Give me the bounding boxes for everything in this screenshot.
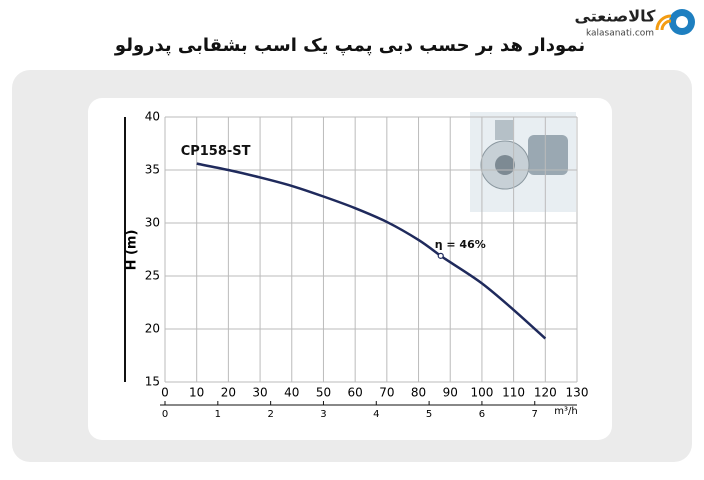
x-tick-label: 100 [470, 386, 493, 400]
y-tick-label: 35 [145, 163, 160, 177]
pump-curve [196, 162, 547, 340]
x-tick-label: 60 [348, 386, 363, 400]
pump-image [470, 112, 576, 212]
logo-wave [660, 19, 672, 31]
pump-outlet [495, 120, 513, 140]
brand: کالاصنعتی [575, 7, 657, 26]
series-label: CP158-ST [181, 144, 251, 159]
pump-inlet [495, 155, 515, 175]
y-tick-label: 40 [145, 110, 160, 124]
x2-tick-label: 5 [426, 409, 432, 420]
logo-wave [655, 14, 672, 31]
x-tick-label: 90 [443, 386, 458, 400]
x-tick-label: 40 [284, 386, 299, 400]
annotation: η = 46% [435, 238, 486, 251]
x-tick-label: 20 [221, 386, 236, 400]
x-tick-label: 30 [252, 386, 267, 400]
site: kalasanati.com [586, 29, 654, 39]
x2-tick-label: 0 [162, 409, 168, 420]
x-tick-label: 120 [534, 386, 557, 400]
y-label: H (m) [125, 230, 140, 271]
logo-hole [676, 16, 688, 28]
x-tick-label: 110 [502, 386, 525, 400]
x-tick-label: 130 [566, 386, 589, 400]
x2-tick-label: 2 [267, 409, 273, 420]
annotation-point [437, 252, 444, 259]
y-tick-label: 25 [145, 269, 160, 283]
x2-tick-label: 3 [320, 409, 326, 420]
y-tick-label: 15 [145, 375, 160, 389]
title: نمودار هد بر حسب دبی پمپ یک اسب بشقابی پ… [114, 35, 585, 56]
y-tick-label: 30 [145, 216, 160, 230]
x2-tick-label: 1 [215, 409, 221, 420]
x-tick-label: 70 [379, 386, 394, 400]
pump-motor [528, 135, 568, 175]
x2-tick-label: 6 [479, 409, 485, 420]
y-tick-label: 20 [145, 322, 160, 336]
x2-tick-label: 4 [373, 409, 379, 420]
x-tick-label: 50 [316, 386, 331, 400]
x-tick-label: 0 [161, 386, 169, 400]
x-tick-label: 80 [411, 386, 426, 400]
logo [655, 9, 695, 35]
x2-label: m³/h [554, 406, 577, 417]
x2-tick-label: 7 [532, 409, 538, 420]
x-tick-label: 10 [189, 386, 204, 400]
